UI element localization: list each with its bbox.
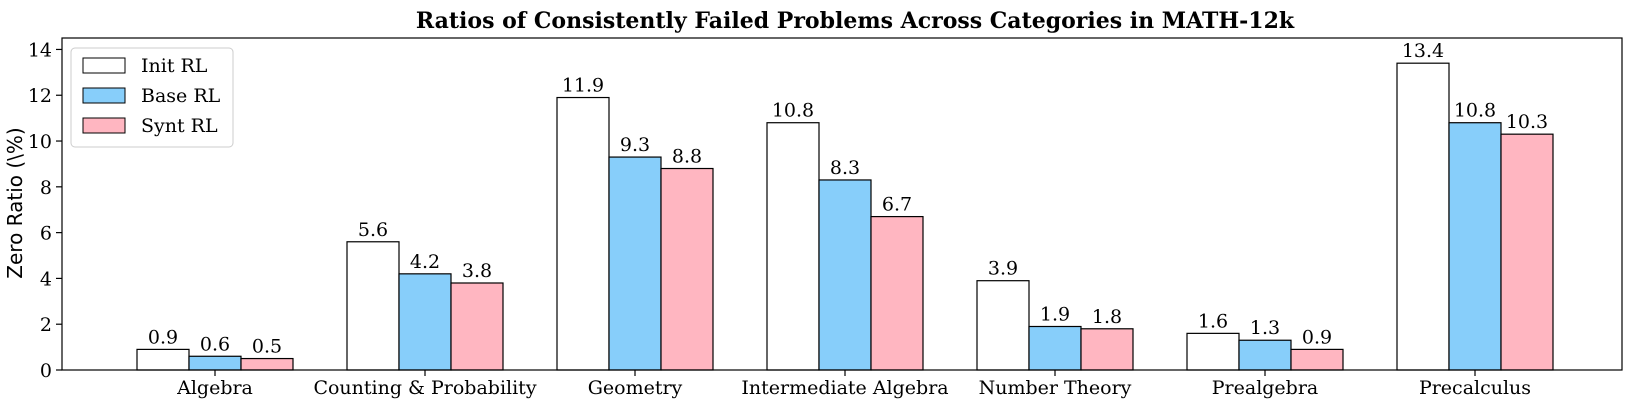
bar-value-label: 6.7: [882, 194, 912, 216]
x-tick-label: Prealgebra: [1212, 377, 1319, 399]
bar-value-label: 10.3: [1506, 111, 1548, 133]
bar-value-label: 0.5: [252, 336, 282, 358]
plot-frame: [61, 37, 1623, 371]
bar-init-rl: [346, 241, 400, 371]
y-tick-label: 0: [40, 360, 52, 382]
y-tick-label: 4: [40, 268, 52, 290]
y-tick-label: 10: [28, 131, 52, 153]
bar-value-label: 8.3: [830, 157, 860, 179]
bar-value-label: 8.8: [672, 146, 702, 168]
bar-base-rl: [188, 355, 242, 371]
bar-value-label: 3.8: [462, 260, 492, 282]
bars-layer: [136, 62, 1554, 371]
legend-swatch: [82, 117, 126, 134]
bar-base-rl: [608, 156, 662, 371]
legend-label: Base RL: [141, 85, 221, 107]
legend: Init RL Base RL Synt RL: [70, 47, 234, 148]
bar-synt-rl: [240, 357, 294, 371]
bar-synt-rl: [1290, 348, 1344, 371]
bar-base-rl: [818, 179, 872, 371]
x-tick-label: Counting & Probability: [313, 377, 536, 399]
bar-value-labels: 0.9 0.6 0.5 5.6 4.2 3.8 11.9 9.3 8.8 10.8 8.3 6.7 3.…: [148, 40, 1548, 357]
y-axis-label: Zero Ratio (\%): [3, 127, 27, 278]
bar-value-label: 13.4: [1402, 40, 1444, 62]
bar-base-rl: [1028, 325, 1082, 371]
bar-value-label: 1.8: [1092, 306, 1122, 328]
chart-title: Ratios of Consistently Failed Problems A…: [416, 8, 1295, 34]
x-tick-label: Number Theory: [979, 377, 1132, 399]
bar-value-label: 4.2: [410, 251, 440, 273]
y-tick-label: 12: [28, 85, 52, 107]
x-tick-label: Algebra: [176, 377, 253, 399]
bar-synt-rl: [450, 282, 504, 371]
bar-init-rl: [136, 348, 190, 371]
y-tick-label: 2: [40, 314, 52, 336]
bar-value-label: 10.8: [1454, 100, 1496, 122]
legend-label: Init RL: [141, 55, 208, 77]
bar-value-label: 0.6: [200, 333, 230, 355]
legend-label: Synt RL: [141, 115, 218, 137]
bar-init-rl: [556, 96, 610, 371]
bar-base-rl: [398, 273, 452, 371]
y-tick-label: 14: [28, 39, 52, 61]
bar-value-label: 9.3: [620, 134, 650, 156]
legend-swatch: [82, 57, 126, 74]
bar-init-rl: [766, 122, 820, 371]
x-tick-label: Precalculus: [1419, 377, 1531, 399]
x-tick-label: Intermediate Algebra: [741, 377, 948, 399]
bar-synt-rl: [1080, 328, 1134, 371]
bar-value-label: 0.9: [1302, 326, 1332, 348]
bar-value-label: 5.6: [358, 219, 388, 241]
bar-value-label: 3.9: [988, 258, 1018, 280]
y-tick-label: 8: [40, 177, 52, 199]
bar-synt-rl: [870, 215, 924, 371]
bar-synt-rl: [660, 167, 714, 371]
legend-swatch: [82, 87, 126, 104]
bar-synt-rl: [1500, 133, 1554, 371]
x-tick-label: Geometry: [588, 377, 683, 399]
bar-value-label: 1.9: [1040, 303, 1070, 325]
bar-init-rl: [1186, 332, 1240, 371]
bar-base-rl: [1448, 122, 1502, 371]
bar-value-label: 0.9: [148, 326, 178, 348]
bar-value-label: 11.9: [562, 75, 604, 97]
bar-value-label: 10.8: [772, 100, 814, 122]
bar-init-rl: [1396, 62, 1450, 371]
bar-init-rl: [976, 280, 1030, 371]
bar-value-label: 1.3: [1250, 317, 1280, 339]
y-tick-label: 6: [40, 223, 52, 245]
axes: 0 2 4 6 8 10 12 14 Algebra Counting & Probability…: [28, 37, 1623, 399]
bar-base-rl: [1238, 339, 1292, 371]
bar-value-label: 1.6: [1198, 310, 1228, 332]
